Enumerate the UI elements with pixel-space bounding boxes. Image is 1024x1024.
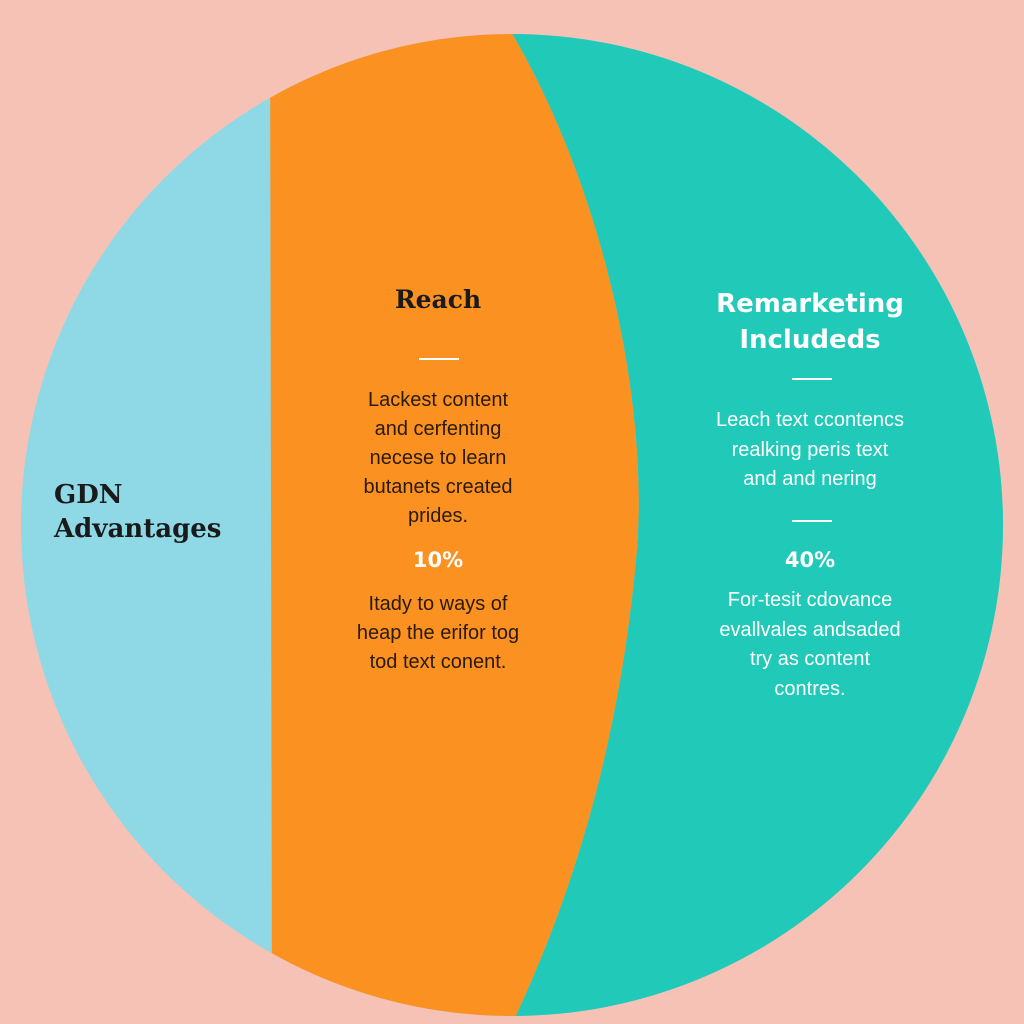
segment-middle <box>270 34 639 1016</box>
middle-segment-percent: 10% <box>412 548 464 572</box>
segment-right <box>510 34 1003 1016</box>
right-divider-bottom <box>792 520 832 522</box>
right-segment-title: Remarketing Includeds <box>716 289 904 355</box>
right-divider-top <box>792 378 832 380</box>
middle-segment-note: Itady to ways of heap the erifor tog tod… <box>356 593 520 673</box>
left-segment-title: GDN Advantages <box>54 480 222 544</box>
right-segment-description: Leach text ccontencs realking peris text… <box>716 409 904 490</box>
right-segment-percent: 40% <box>784 548 836 572</box>
right-segment-note: For-tesit cdovance evallvales andsaded t… <box>719 589 901 700</box>
middle-divider-top <box>419 358 459 360</box>
middle-segment-title: Reach <box>394 285 482 314</box>
middle-segment-description: Lackest content and cerfenting necese to… <box>363 389 513 527</box>
